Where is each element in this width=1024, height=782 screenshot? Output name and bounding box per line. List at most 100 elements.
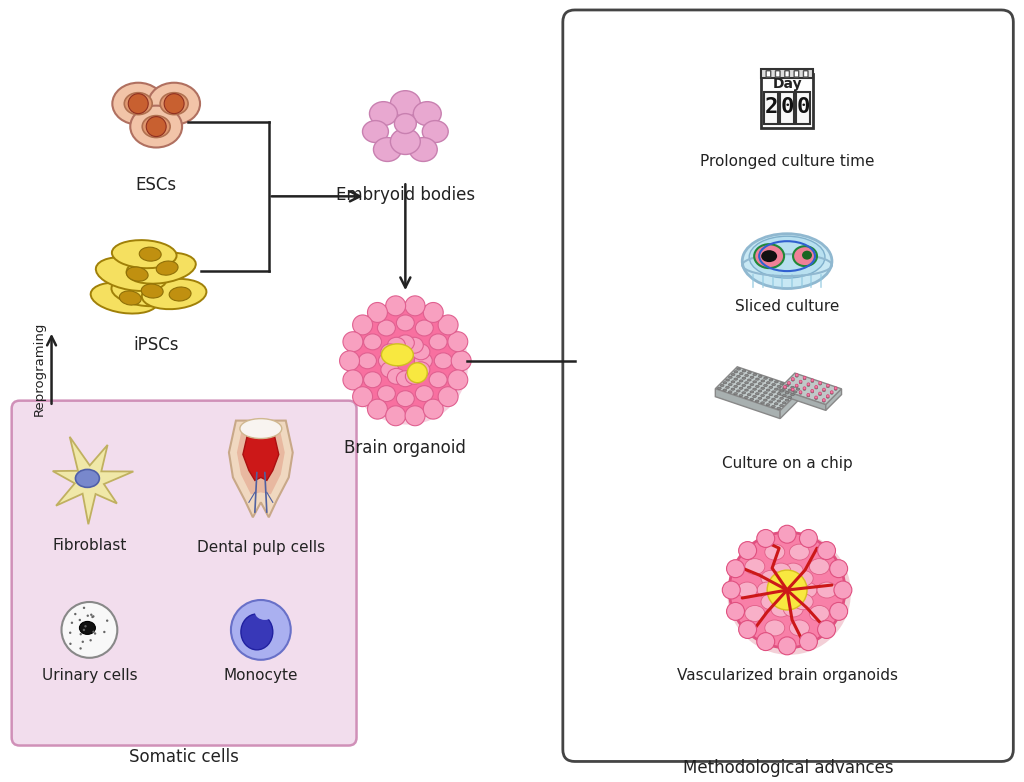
Ellipse shape [757,582,777,598]
Ellipse shape [381,344,398,360]
Polygon shape [243,429,279,480]
Ellipse shape [748,386,751,389]
Text: 0: 0 [797,98,810,117]
Ellipse shape [429,334,447,350]
Ellipse shape [800,382,802,384]
Ellipse shape [148,83,200,124]
Ellipse shape [756,378,760,380]
Circle shape [778,526,796,543]
Ellipse shape [761,394,765,396]
Ellipse shape [764,399,767,401]
Ellipse shape [769,393,773,396]
Circle shape [343,332,362,352]
Circle shape [340,351,359,371]
Ellipse shape [811,381,814,382]
Ellipse shape [761,250,777,262]
Ellipse shape [378,320,395,336]
Ellipse shape [748,379,752,381]
Ellipse shape [764,377,767,379]
Ellipse shape [731,388,735,390]
Circle shape [406,296,425,316]
Ellipse shape [390,128,420,155]
Ellipse shape [742,377,745,379]
Circle shape [729,533,845,647]
Ellipse shape [785,392,788,394]
Ellipse shape [782,387,786,389]
Ellipse shape [142,279,207,309]
Circle shape [231,600,291,660]
Text: Monocyte: Monocyte [223,668,298,683]
Ellipse shape [415,353,432,369]
Text: Dental pulp cells: Dental pulp cells [197,540,325,555]
Ellipse shape [739,394,742,396]
Ellipse shape [750,398,754,400]
Ellipse shape [387,337,406,353]
Ellipse shape [753,396,757,397]
Circle shape [826,384,829,387]
Circle shape [803,387,806,389]
Ellipse shape [731,374,735,375]
Circle shape [423,399,443,419]
Ellipse shape [783,601,803,617]
Ellipse shape [734,378,737,380]
Circle shape [799,380,802,383]
Ellipse shape [799,393,802,394]
Ellipse shape [728,391,732,393]
FancyBboxPatch shape [766,70,771,77]
Ellipse shape [756,386,759,388]
Ellipse shape [835,389,837,390]
Ellipse shape [794,570,813,586]
Text: Sliced culture: Sliced culture [735,299,840,314]
Circle shape [800,529,817,547]
Ellipse shape [748,393,751,396]
Ellipse shape [744,558,765,575]
Ellipse shape [358,353,377,369]
Ellipse shape [765,620,784,636]
Ellipse shape [785,399,788,401]
Ellipse shape [774,396,778,397]
Ellipse shape [737,582,757,598]
FancyBboxPatch shape [784,70,790,77]
Ellipse shape [794,594,813,610]
Circle shape [829,602,848,620]
Ellipse shape [769,401,773,403]
Ellipse shape [112,240,176,268]
Circle shape [79,619,81,621]
Ellipse shape [779,404,783,407]
Circle shape [91,615,93,618]
Ellipse shape [818,394,821,396]
Text: Culture on a chip: Culture on a chip [722,457,852,472]
Ellipse shape [379,353,396,369]
Ellipse shape [753,374,757,375]
Circle shape [796,374,799,376]
Ellipse shape [774,381,778,383]
Ellipse shape [787,389,792,391]
Ellipse shape [815,387,817,389]
Ellipse shape [785,385,790,386]
Ellipse shape [726,386,729,389]
Ellipse shape [390,91,420,117]
Ellipse shape [723,389,727,391]
Ellipse shape [739,380,743,382]
Text: Urinary cells: Urinary cells [42,668,137,683]
Ellipse shape [771,405,775,407]
Ellipse shape [718,387,721,389]
Ellipse shape [766,396,770,399]
Ellipse shape [790,620,809,636]
Ellipse shape [817,582,837,598]
FancyBboxPatch shape [563,10,1014,762]
Circle shape [82,640,84,643]
Ellipse shape [748,371,752,374]
Ellipse shape [796,375,798,377]
Ellipse shape [750,391,754,393]
Ellipse shape [787,383,791,385]
Circle shape [70,643,72,645]
Ellipse shape [826,396,829,398]
Ellipse shape [728,376,732,378]
Ellipse shape [791,393,795,396]
Circle shape [807,393,810,396]
Circle shape [822,388,825,391]
Circle shape [164,94,184,113]
Ellipse shape [381,362,398,378]
Ellipse shape [169,287,191,301]
